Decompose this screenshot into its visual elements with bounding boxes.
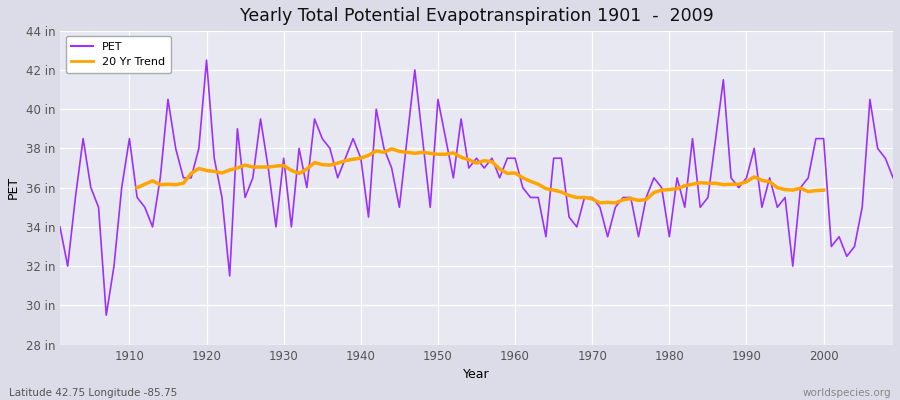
X-axis label: Year: Year (464, 368, 490, 381)
Text: Latitude 42.75 Longitude -85.75: Latitude 42.75 Longitude -85.75 (9, 388, 177, 398)
Y-axis label: PET: PET (7, 176, 20, 199)
Text: worldspecies.org: worldspecies.org (803, 388, 891, 398)
Legend: PET, 20 Yr Trend: PET, 20 Yr Trend (66, 36, 171, 73)
Title: Yearly Total Potential Evapotranspiration 1901  -  2009: Yearly Total Potential Evapotranspiratio… (239, 7, 714, 25)
